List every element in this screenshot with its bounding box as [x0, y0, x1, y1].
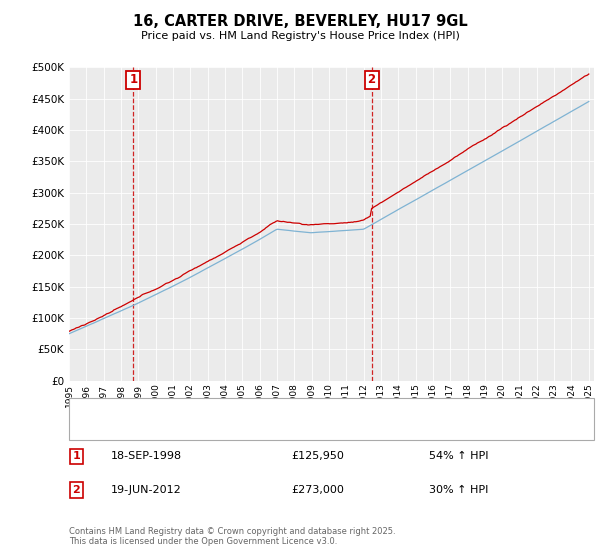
Text: 19-JUN-2012: 19-JUN-2012	[111, 485, 182, 495]
Text: 1: 1	[73, 451, 80, 461]
Text: 16, CARTER DRIVE, BEVERLEY, HU17 9GL: 16, CARTER DRIVE, BEVERLEY, HU17 9GL	[133, 14, 467, 29]
Text: 54% ↑ HPI: 54% ↑ HPI	[429, 451, 488, 461]
Text: £125,950: £125,950	[291, 451, 344, 461]
Text: 2: 2	[73, 485, 80, 495]
Text: ——: ——	[78, 423, 106, 437]
Text: 30% ↑ HPI: 30% ↑ HPI	[429, 485, 488, 495]
Text: Contains HM Land Registry data © Crown copyright and database right 2025.
This d: Contains HM Land Registry data © Crown c…	[69, 526, 395, 546]
Text: ——: ——	[78, 402, 106, 417]
Text: 2: 2	[367, 73, 376, 86]
Text: 16, CARTER DRIVE, BEVERLEY, HU17 9GL (detached house): 16, CARTER DRIVE, BEVERLEY, HU17 9GL (de…	[111, 404, 402, 414]
Text: £273,000: £273,000	[291, 485, 344, 495]
Text: HPI: Average price, detached house, East Riding of Yorkshire: HPI: Average price, detached house, East…	[111, 426, 407, 435]
Text: Price paid vs. HM Land Registry's House Price Index (HPI): Price paid vs. HM Land Registry's House …	[140, 31, 460, 41]
Text: 18-SEP-1998: 18-SEP-1998	[111, 451, 182, 461]
Text: 1: 1	[129, 73, 137, 86]
